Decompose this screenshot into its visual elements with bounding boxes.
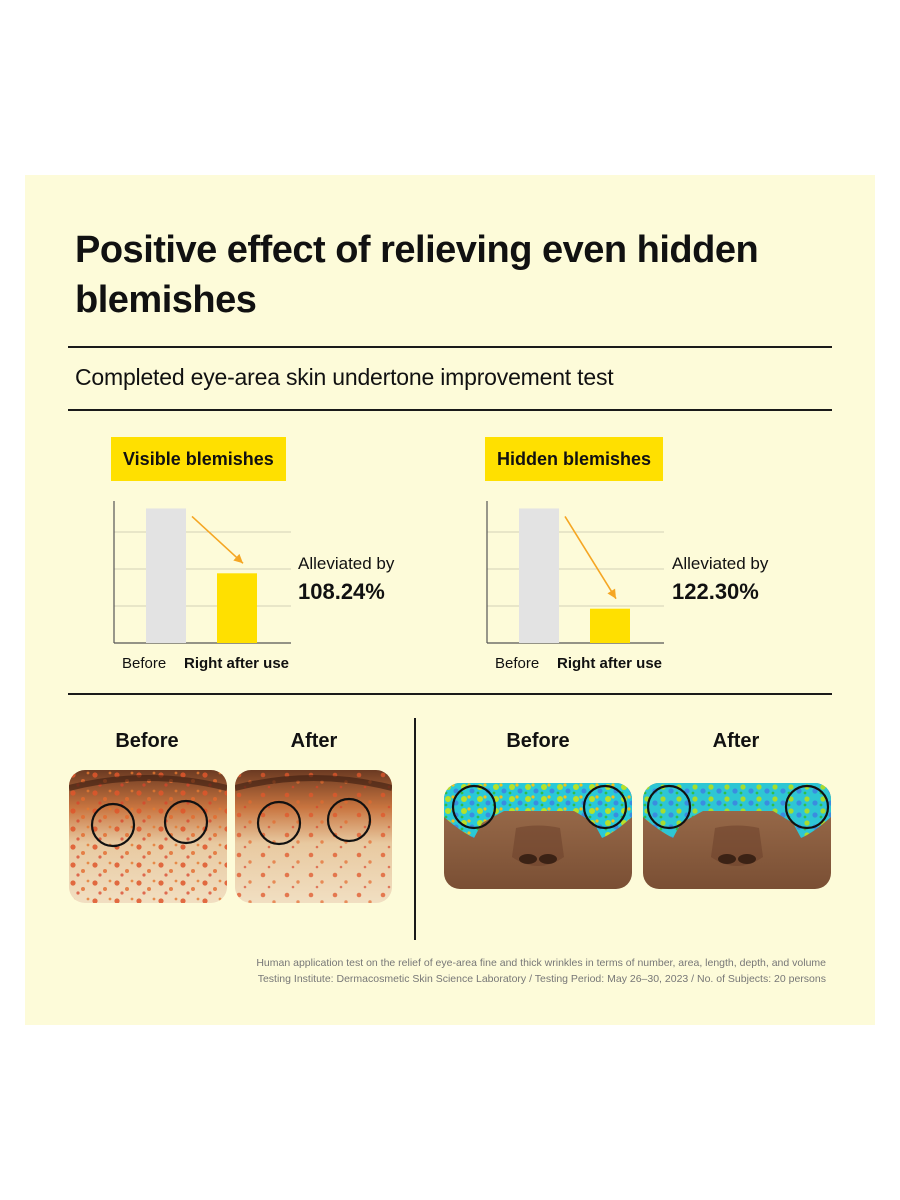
photo-before-hidden-blemishes (444, 783, 632, 889)
highlight-circle (163, 799, 209, 845)
x-label-after-hidden: Right after use (557, 655, 663, 672)
bar-after (217, 573, 257, 643)
alleviated-label-visible: Alleviated by (298, 554, 395, 573)
highlight-circle (646, 784, 692, 830)
page-title: Positive effect of relieving even hidden… (75, 229, 759, 321)
highlight-circle (582, 784, 628, 830)
chart-title-visible-blemishes: Visible blemishes (111, 437, 286, 481)
x-label-before-hidden: Before (495, 655, 540, 672)
chart-title-hidden-blemishes: Hidden blemishes (485, 437, 664, 481)
decrease-arrow-line (191, 515, 244, 564)
highlight-circle (90, 802, 136, 848)
footnote-line-1: Human application test on the relief of … (256, 957, 826, 969)
divider-bottom (68, 693, 832, 695)
photo-after-hidden-blemishes (643, 783, 831, 889)
decrease-arrow-head (607, 588, 616, 599)
bar-before (519, 508, 559, 643)
photo-after-visible-blemishes (235, 770, 392, 903)
subtitle: Completed eye-area skin undertone improv… (75, 364, 614, 390)
x-label-before-visible: Before (122, 655, 167, 672)
highlight-circle (784, 784, 830, 830)
decrease-arrow-head (233, 553, 243, 564)
bar-after (590, 608, 630, 643)
highlight-circle (326, 797, 372, 843)
photo-before-visible-blemishes (69, 770, 227, 903)
divider-top (68, 346, 832, 348)
chart-hidden-blemishes (486, 501, 664, 644)
alleviated-value-hidden: 122.30% (672, 579, 759, 604)
alleviated-value-visible: 108.24% (298, 579, 385, 604)
highlight-circle (451, 784, 497, 830)
footnote-line-2: Testing Institute: Dermacosmetic Skin Sc… (257, 973, 826, 985)
x-label-after-visible: Right after use (184, 655, 290, 672)
photo-label-after-hidden: After (712, 730, 760, 752)
decrease-arrow-line (564, 516, 617, 600)
highlight-circle (256, 800, 302, 846)
chart-visible-blemishes (113, 501, 291, 644)
bar-before (146, 508, 186, 643)
divider-subtitle (68, 409, 832, 411)
vertical-divider (414, 718, 416, 940)
photo-label-after-visible: After (290, 730, 338, 752)
photo-label-before-hidden: Before (506, 730, 570, 752)
alleviated-label-hidden: Alleviated by (672, 554, 769, 573)
photo-label-before-visible: Before (115, 730, 179, 752)
